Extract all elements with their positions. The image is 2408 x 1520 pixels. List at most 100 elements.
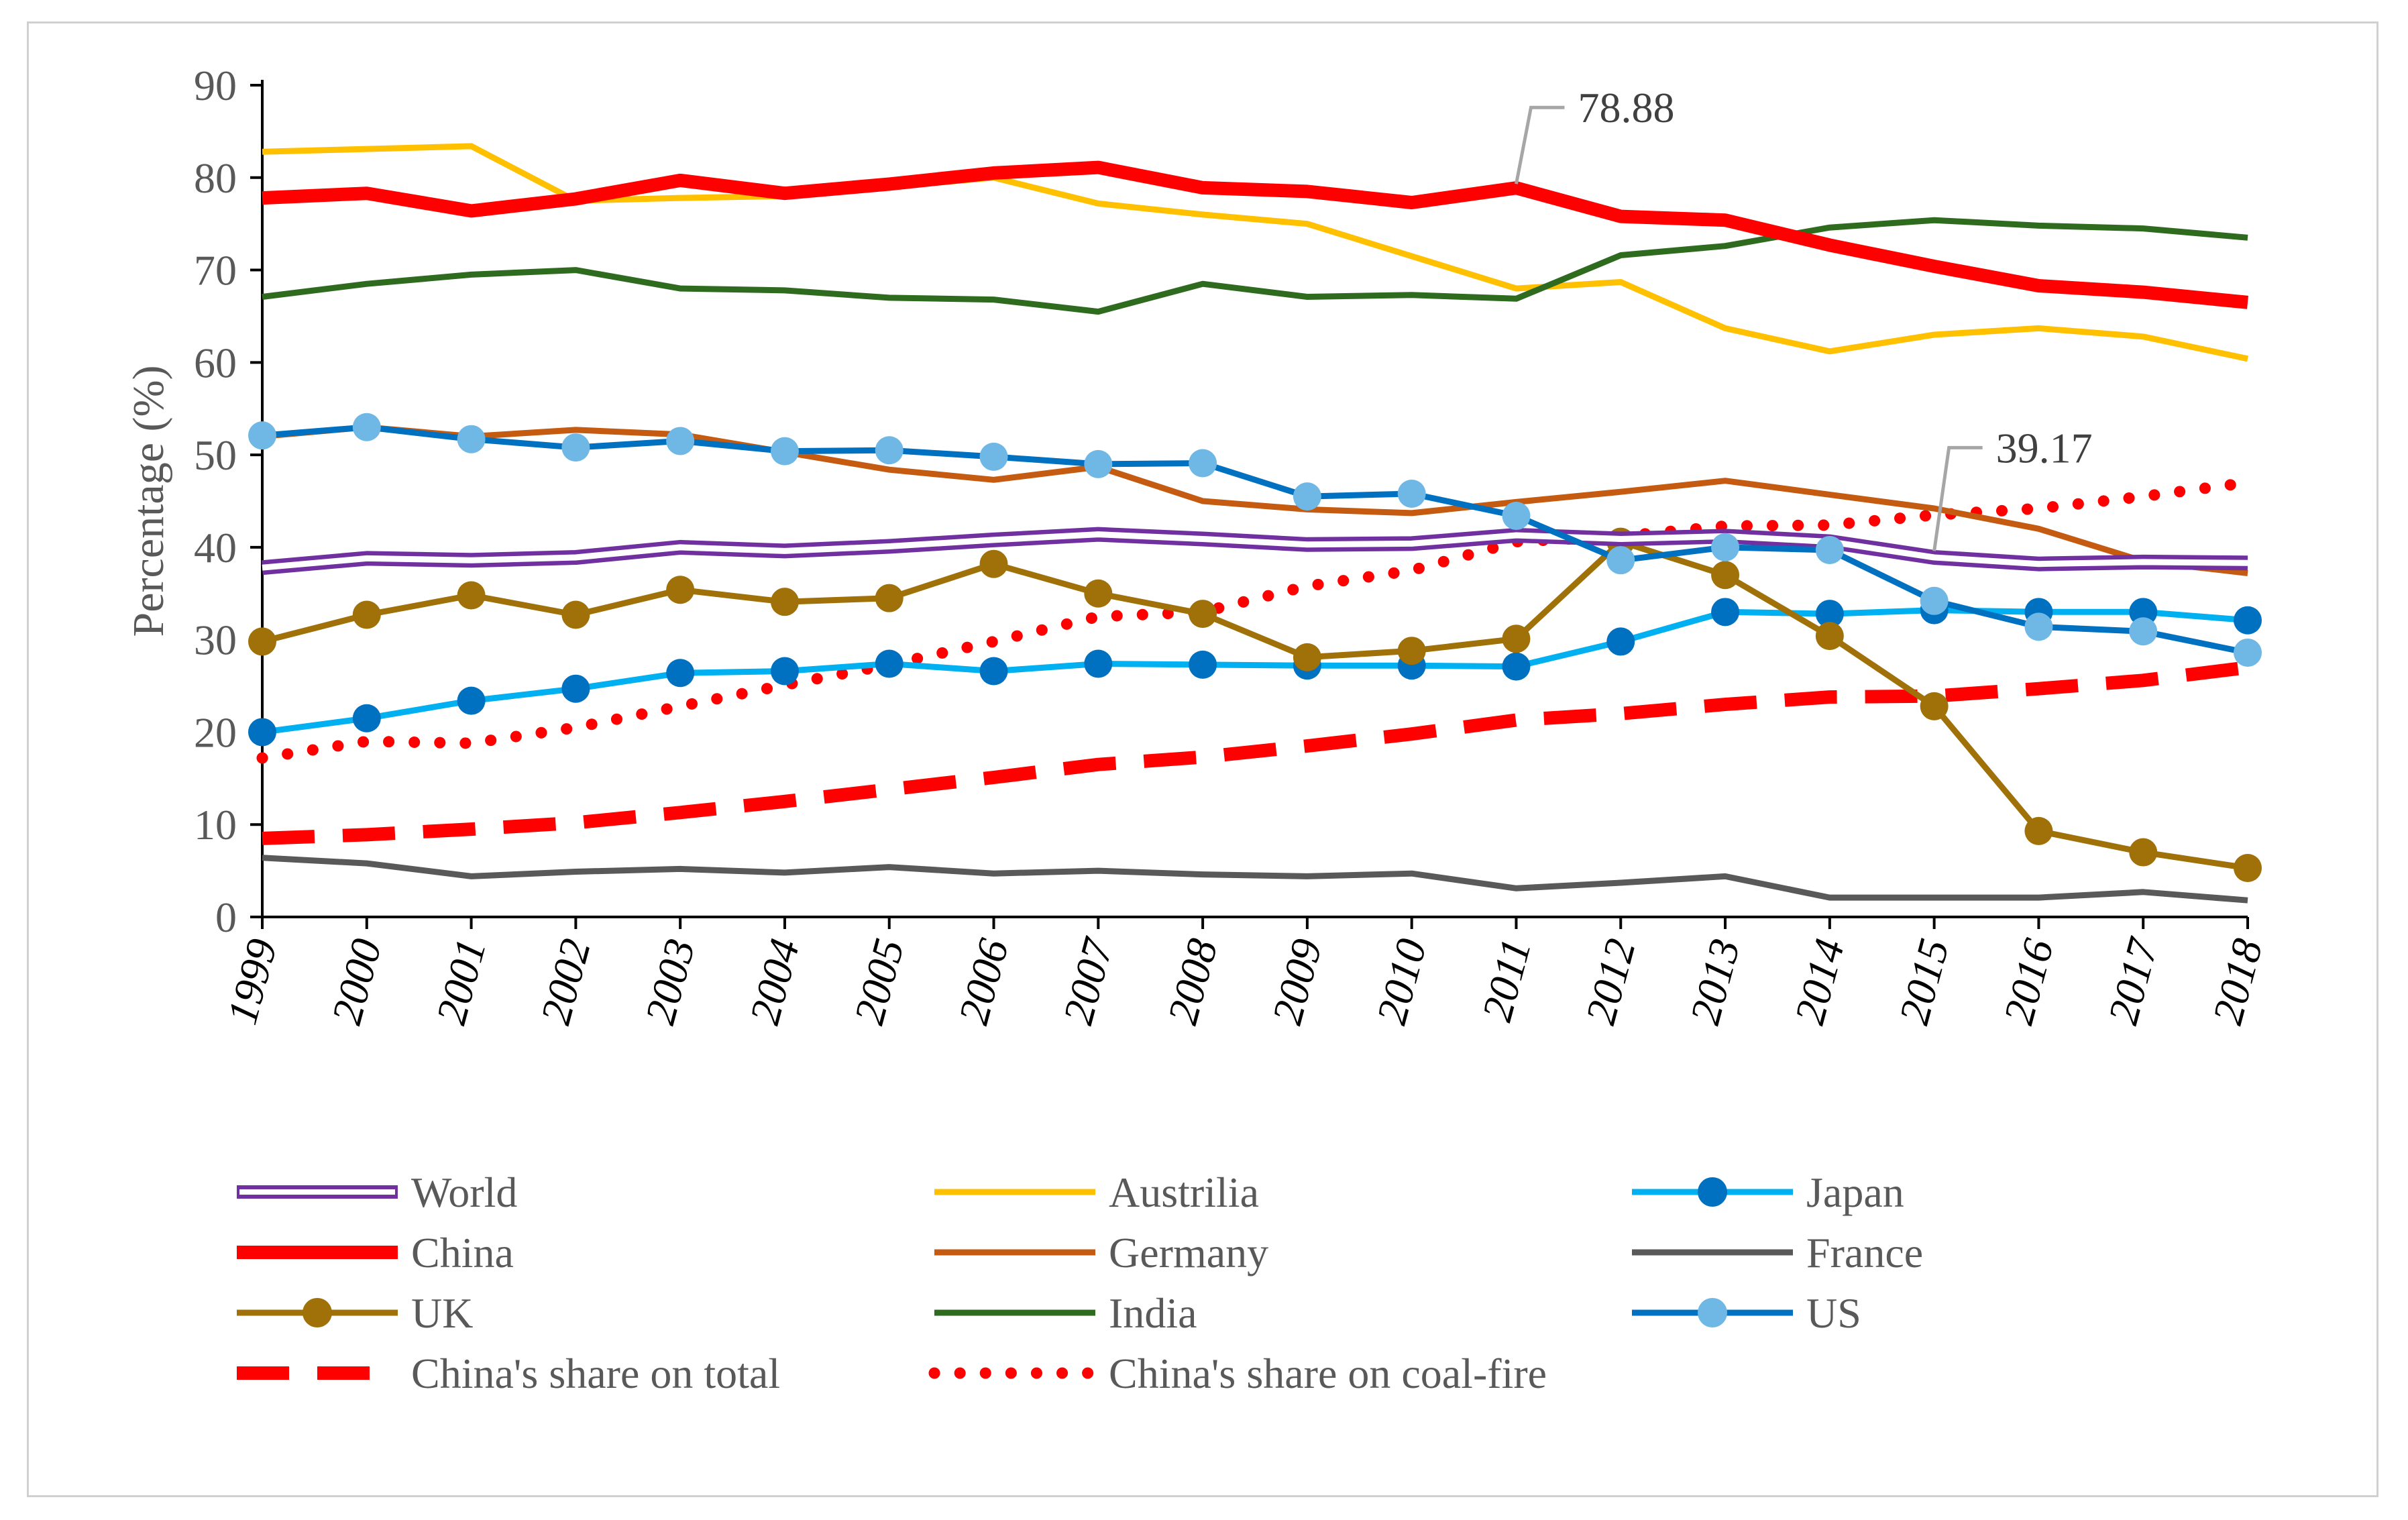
data-point [979, 657, 1008, 686]
legend-item-france: France [1632, 1229, 1923, 1277]
callout-leader [1932, 445, 1983, 551]
data-point [666, 427, 695, 455]
data-point [1397, 637, 1426, 665]
x-tick-label: 2017 [2099, 932, 2167, 1029]
legend-item-us: US [1632, 1289, 1861, 1337]
x-tick-label: 2000 [323, 934, 391, 1029]
legend-item-germany: Germany [934, 1229, 1268, 1277]
y-tick-label: 60 [194, 339, 237, 386]
x-tick-label: 2010 [1367, 934, 1435, 1029]
series-line [256, 476, 2254, 764]
data-point [1920, 692, 1949, 720]
series-line [262, 424, 2248, 576]
legend-label: US [1806, 1289, 1861, 1337]
data-point [1502, 652, 1531, 681]
series-germany [262, 424, 2248, 576]
data-point [248, 627, 276, 656]
series-line [262, 160, 2248, 309]
legend-item-japan: Japan [1632, 1169, 1904, 1216]
data-point [1084, 649, 1113, 678]
data-point [1189, 449, 1217, 478]
data-point [1815, 600, 1844, 629]
data-point [457, 686, 486, 715]
data-point [666, 576, 695, 604]
legend-label: UK [411, 1289, 473, 1337]
legend-label: China's share on coal-fire [1109, 1350, 1547, 1397]
series-line [262, 855, 2248, 904]
x-tick-label: 2003 [636, 934, 704, 1029]
series-line [262, 217, 2248, 315]
series-china-s-share-on-coal-fire [256, 476, 2254, 764]
legend: World Austrilia Japan China Germany France UK I… [237, 1169, 1923, 1397]
y-tick-label: 20 [194, 708, 237, 756]
y-tick-label: 10 [194, 801, 237, 849]
y-tick-label: 80 [194, 154, 237, 202]
data-point [2234, 638, 2262, 667]
y-tick-label: 0 [215, 893, 237, 941]
x-tick-label: 2002 [531, 934, 600, 1029]
data-point [248, 421, 276, 450]
legend-marker [1698, 1177, 1727, 1207]
data-callout: 39.17 [1932, 424, 2093, 551]
axes: 0 10 20 30 40 50 60 70 80 90 Percentage (%) 1999 200… [124, 62, 2272, 1029]
x-tick-label: 2016 [1994, 934, 2063, 1029]
data-point [1920, 586, 1949, 615]
data-point [1815, 622, 1844, 651]
x-tick-label: 2009 [1263, 934, 1331, 1029]
series-line [262, 424, 2248, 656]
legend-marker [1698, 1298, 1727, 1327]
series-line [262, 607, 2248, 735]
legend-label: India [1109, 1289, 1197, 1337]
series-france [262, 855, 2248, 904]
series-line-inner [262, 531, 2248, 571]
series-china [262, 160, 2248, 309]
series-japan [248, 596, 2262, 747]
data-point [457, 425, 486, 453]
data-point [979, 442, 1008, 471]
x-tick-label: 2006 [949, 934, 1018, 1029]
y-axis-title: Percentage (%) [124, 366, 173, 637]
series-layer [248, 143, 2262, 904]
data-point [1293, 643, 1321, 671]
y-tick-label: 70 [194, 247, 237, 294]
data-point [1711, 533, 1740, 561]
legend-label: Austrilia [1109, 1169, 1259, 1216]
data-point [2129, 617, 2158, 646]
legend-label: France [1806, 1229, 1923, 1277]
data-point [2129, 838, 2158, 867]
x-tick-label: 2018 [2203, 934, 2272, 1029]
data-point [1189, 650, 1217, 679]
data-point [457, 581, 486, 610]
data-point [2234, 853, 2262, 882]
legend-label: Japan [1806, 1169, 1904, 1216]
x-tick-label: 2012 [1576, 934, 1645, 1029]
data-point [248, 718, 276, 747]
data-point [1293, 482, 1321, 511]
legend-label: Germany [1109, 1229, 1268, 1277]
data-point [1084, 579, 1113, 608]
x-tick-label: 2011 [1473, 934, 1540, 1026]
x-tick-label: 1999 [218, 934, 286, 1029]
data-point [352, 413, 381, 441]
x-tick-label: 2005 [845, 934, 914, 1029]
data-point [2024, 612, 2053, 641]
data-point [2129, 598, 2158, 627]
data-point [1606, 627, 1635, 656]
y-tick-label: 40 [194, 524, 237, 572]
data-point [1606, 546, 1635, 575]
series-india [262, 217, 2248, 315]
legend-label: World [411, 1169, 517, 1216]
x-tick-label: 2013 [1681, 934, 1749, 1029]
y-tick-label: 90 [194, 62, 237, 109]
legend-item-austrilia: Austrilia [934, 1169, 1259, 1216]
legend-item-uk: UK [237, 1289, 473, 1337]
data-point [1397, 479, 1426, 508]
x-tick-label: 2001 [427, 934, 495, 1029]
data-point [979, 549, 1008, 578]
legend-item-china-s-share-on-coal-fire: China's share on coal-fire [928, 1350, 1547, 1397]
data-point [770, 588, 799, 616]
series-line [261, 539, 2248, 871]
data-point [1502, 502, 1531, 531]
data-point [666, 659, 695, 688]
data-point [875, 436, 904, 465]
